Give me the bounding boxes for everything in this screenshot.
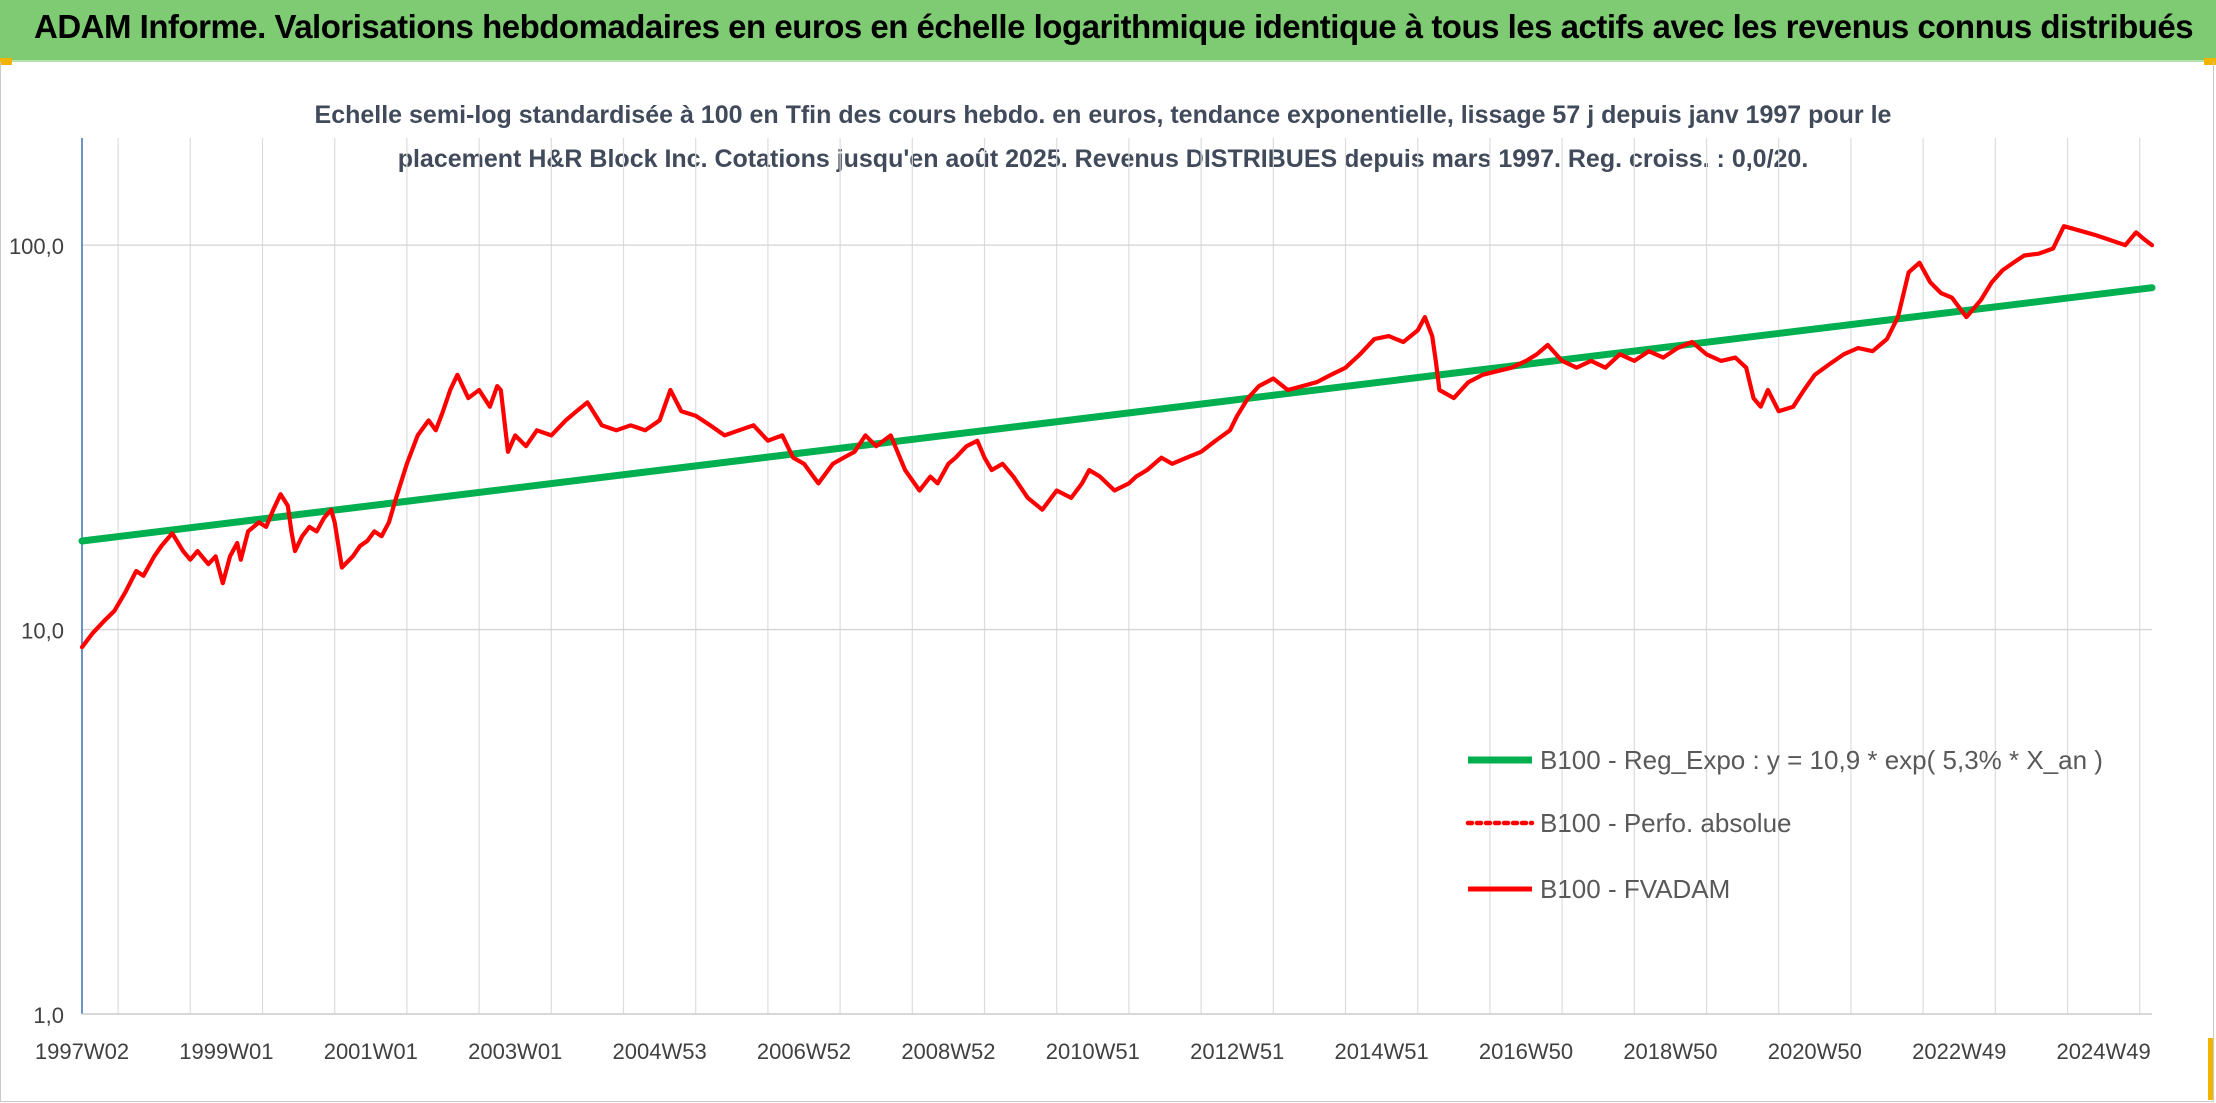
y-tick-label: 10,0 — [21, 619, 64, 644]
legend-label: B100 - Perfo. absolue — [1540, 808, 1792, 838]
corner-mark-bottom-right — [2208, 1038, 2214, 1100]
y-tick-label: 1,0 — [33, 1003, 64, 1028]
report-banner: ADAM Informe. Valorisations hebdomadaire… — [0, 0, 2216, 62]
plot-area — [78, 224, 2156, 650]
x-tick-label: 2020W50 — [1768, 1039, 1862, 1064]
chart-frame — [0, 62, 2214, 1102]
x-tick-label: 2001W01 — [324, 1039, 418, 1064]
x-tick-label: 2024W49 — [2057, 1039, 2151, 1064]
y-gridlines — [82, 244, 2152, 1015]
legend-label: B100 - Reg_Expo : y = 10,9 * exp( 5,3% *… — [1540, 745, 2103, 775]
x-tick-label: 2004W53 — [613, 1039, 707, 1064]
x-tick-label: 2010W51 — [1046, 1039, 1140, 1064]
y-tick-label: 100,0 — [9, 234, 64, 259]
x-tick-label: 2014W51 — [1335, 1039, 1429, 1064]
corner-mark-top-right — [2204, 58, 2216, 65]
series-line-reg-expo — [78, 284, 2156, 545]
x-tick-label: 2016W50 — [1479, 1039, 1573, 1064]
x-tick-label: 2018W50 — [1623, 1039, 1717, 1064]
series-line-fvadam — [79, 224, 2155, 650]
chart-title-line-1: Echelle semi-log standardisée à 100 en T… — [315, 101, 1892, 129]
chart-title-line-2: placement H&R Block Inc. Cotations jusqu… — [398, 145, 1809, 173]
axes — [81, 138, 2152, 1015]
x-tick-label: 1999W01 — [179, 1039, 273, 1064]
corner-mark-top-left — [0, 58, 12, 65]
x-tick-label: 2003W01 — [468, 1039, 562, 1064]
x-tick-label: 2022W49 — [1912, 1039, 2006, 1064]
legend: B100 - Reg_Expo : y = 10,9 * exp( 5,3% *… — [1465, 745, 2103, 904]
x-tick-label: 1997W02 — [35, 1039, 129, 1064]
x-tick-label: 2008W52 — [901, 1039, 995, 1064]
x-tick-label: 2006W52 — [757, 1039, 851, 1064]
x-gridlines — [117, 138, 2141, 1014]
x-tick-label: 2012W51 — [1190, 1039, 1284, 1064]
tick-labels: 1,0 10,0 100,0 1997W02 1999W01 2001W01 2003W01… — [9, 234, 2151, 1064]
legend-label: B100 - FVADAM — [1540, 874, 1730, 904]
report-title: ADAM Informe. Valorisations hebdomadaire… — [34, 8, 2194, 45]
